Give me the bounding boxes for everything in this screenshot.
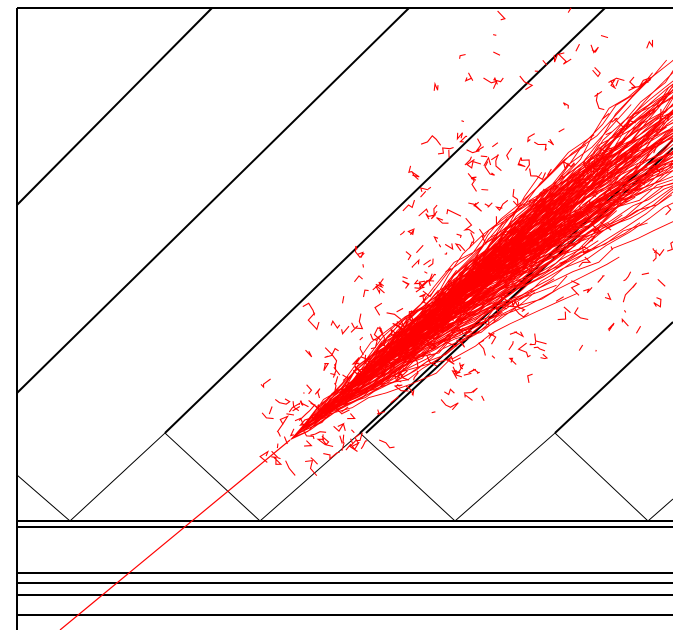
- track: [481, 156, 488, 157]
- track: [303, 393, 304, 394]
- track: [277, 444, 278, 449]
- track: [363, 264, 364, 267]
- track: [596, 350, 597, 352]
- shower-view: [0, 0, 673, 630]
- track: [427, 314, 428, 317]
- track: [555, 236, 558, 237]
- track: [568, 241, 569, 247]
- track: [481, 190, 488, 191]
- background: [0, 0, 673, 630]
- track: [493, 35, 496, 36]
